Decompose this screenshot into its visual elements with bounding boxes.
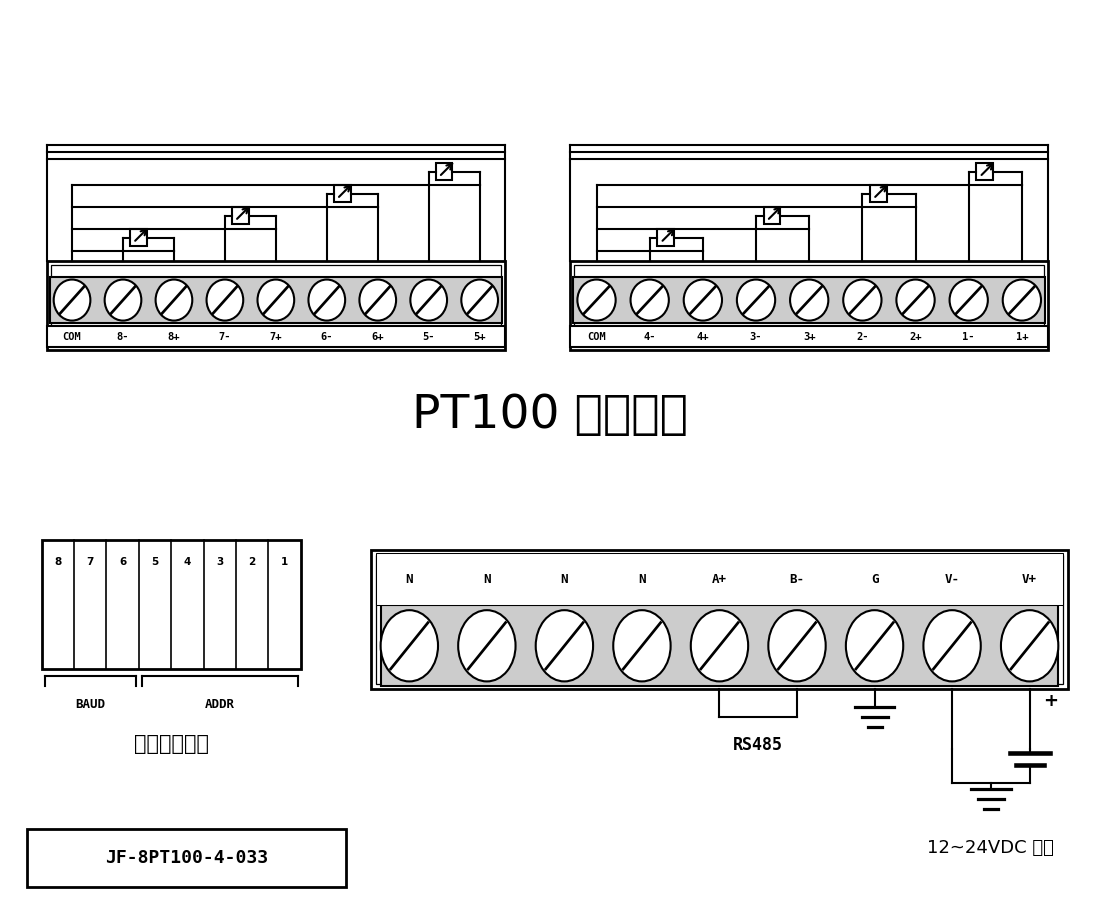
- Text: 1+: 1+: [1015, 331, 1028, 342]
- Bar: [573, 276, 1045, 323]
- Text: 8: 8: [54, 557, 62, 567]
- Text: N: N: [638, 572, 646, 586]
- Ellipse shape: [308, 280, 345, 320]
- Bar: [570, 261, 1048, 350]
- Ellipse shape: [104, 280, 141, 320]
- Ellipse shape: [381, 610, 438, 681]
- Text: 信号拨码开关: 信号拨码开关: [134, 734, 209, 754]
- Ellipse shape: [737, 280, 775, 320]
- Text: V-: V-: [945, 572, 959, 586]
- Bar: [50, 276, 502, 323]
- Text: 1: 1: [280, 557, 288, 567]
- Ellipse shape: [768, 610, 826, 681]
- Text: ADDR: ADDR: [205, 698, 234, 711]
- Text: 12~24VDC 电源: 12~24VDC 电源: [927, 839, 1054, 857]
- Text: 3-: 3-: [750, 331, 762, 342]
- Bar: [333, 185, 351, 202]
- Text: 8-: 8-: [117, 331, 129, 342]
- Text: 4-: 4-: [644, 331, 656, 342]
- Bar: [130, 230, 146, 246]
- Text: COM: COM: [587, 331, 606, 342]
- Text: B-: B-: [790, 572, 804, 586]
- Text: 6+: 6+: [372, 331, 384, 342]
- Ellipse shape: [844, 280, 881, 320]
- Text: +: +: [1044, 692, 1058, 710]
- Text: JF-8PT100-4-033: JF-8PT100-4-033: [104, 849, 267, 867]
- Bar: [232, 207, 249, 224]
- Ellipse shape: [790, 280, 828, 320]
- Ellipse shape: [257, 280, 294, 320]
- Text: 6: 6: [119, 557, 126, 567]
- Ellipse shape: [54, 280, 90, 320]
- Text: 7: 7: [87, 557, 94, 567]
- Bar: [371, 550, 1068, 689]
- Ellipse shape: [923, 610, 981, 681]
- Bar: [375, 554, 1064, 684]
- Text: 7-: 7-: [219, 331, 231, 342]
- Ellipse shape: [1003, 280, 1041, 320]
- Text: G: G: [871, 572, 878, 586]
- Ellipse shape: [846, 610, 903, 681]
- Text: 4: 4: [184, 557, 191, 567]
- Text: 3+: 3+: [803, 331, 815, 342]
- Text: BAUD: BAUD: [75, 698, 106, 711]
- Ellipse shape: [578, 280, 616, 320]
- Text: N: N: [483, 572, 491, 586]
- Text: A+: A+: [712, 572, 727, 586]
- Bar: [46, 326, 505, 347]
- Ellipse shape: [613, 610, 671, 681]
- Text: 2+: 2+: [910, 331, 922, 342]
- Text: COM: COM: [63, 331, 81, 342]
- Ellipse shape: [155, 280, 192, 320]
- Text: V+: V+: [1022, 572, 1037, 586]
- Bar: [381, 606, 1058, 687]
- Bar: [763, 207, 781, 224]
- Text: 4+: 4+: [696, 331, 710, 342]
- Text: 6-: 6-: [320, 331, 333, 342]
- Ellipse shape: [461, 280, 498, 320]
- Bar: [657, 230, 674, 246]
- Text: 1-: 1-: [962, 331, 975, 342]
- Text: RS485: RS485: [734, 736, 783, 754]
- Text: 8+: 8+: [167, 331, 180, 342]
- Ellipse shape: [691, 610, 748, 681]
- Ellipse shape: [207, 280, 243, 320]
- Bar: [570, 326, 1048, 347]
- Bar: [976, 164, 993, 180]
- Ellipse shape: [896, 280, 935, 320]
- Ellipse shape: [949, 280, 988, 320]
- Ellipse shape: [684, 280, 722, 320]
- Text: N: N: [406, 572, 414, 586]
- Ellipse shape: [410, 280, 447, 320]
- Text: 3: 3: [216, 557, 223, 567]
- Text: 2-: 2-: [856, 331, 869, 342]
- Ellipse shape: [459, 610, 516, 681]
- Bar: [375, 553, 1064, 606]
- Bar: [574, 265, 1045, 346]
- Ellipse shape: [630, 280, 669, 320]
- Ellipse shape: [360, 280, 396, 320]
- Text: 2: 2: [249, 557, 256, 567]
- Bar: [436, 164, 452, 180]
- Bar: [26, 829, 345, 886]
- Bar: [42, 540, 300, 670]
- Text: N: N: [561, 572, 568, 586]
- Text: 7+: 7+: [270, 331, 282, 342]
- Text: 5-: 5-: [422, 331, 435, 342]
- Text: 5+: 5+: [473, 331, 486, 342]
- Bar: [46, 261, 505, 350]
- Text: PT100 温度模块: PT100 温度模块: [412, 392, 688, 437]
- Ellipse shape: [536, 610, 593, 681]
- Bar: [870, 185, 887, 202]
- Text: 5: 5: [152, 557, 158, 567]
- Ellipse shape: [1001, 610, 1058, 681]
- Bar: [51, 265, 502, 346]
